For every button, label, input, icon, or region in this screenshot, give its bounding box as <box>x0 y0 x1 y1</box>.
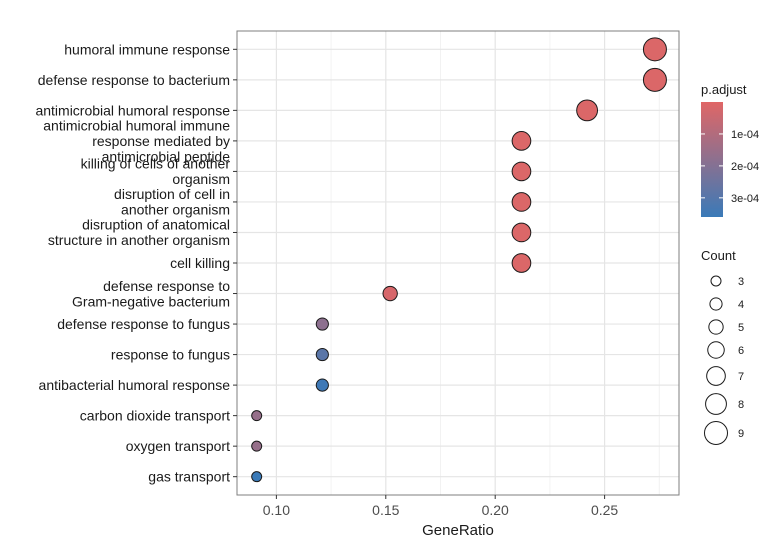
data-point <box>251 410 263 422</box>
y-tick-label: humoral immune response <box>64 41 230 57</box>
data-point <box>315 378 329 392</box>
size-legend-label: 3 <box>738 276 744 288</box>
y-tick-label: disruption of cell in another organism <box>114 186 230 218</box>
data-point <box>511 161 532 182</box>
size-legend-circle <box>707 341 725 359</box>
size-legend-circle <box>709 297 723 311</box>
data-point <box>315 347 329 362</box>
y-axis-ticks <box>233 48 237 478</box>
y-tick-label: gas transport <box>148 469 230 485</box>
size-legend: Count 3 4 5 6 7 8 9 <box>701 248 744 445</box>
data-point <box>251 471 263 483</box>
data-points <box>251 37 667 483</box>
size-legend-label: 9 <box>738 428 744 440</box>
y-tick-label: antibacterial humoral response <box>39 377 231 393</box>
x-axis-ticks: 0.10 0.15 0.20 0.25 <box>263 495 618 518</box>
color-legend-label: 2e-04 <box>731 161 759 173</box>
size-legend-label: 4 <box>738 299 744 311</box>
size-legend-circle <box>708 319 724 335</box>
size-legend-title: Count <box>701 248 736 263</box>
x-tick-label: 0.25 <box>591 502 618 518</box>
grid-lines <box>237 31 679 495</box>
size-legend-circle <box>710 275 722 287</box>
x-tick-label: 0.20 <box>482 502 509 518</box>
x-tick-label: 0.10 <box>263 502 290 518</box>
y-tick-label: antimicrobial humoral response <box>35 102 230 118</box>
data-point <box>576 99 599 122</box>
color-legend-bar <box>701 102 723 217</box>
data-point <box>642 37 667 62</box>
y-tick-label: defense response to fungus <box>57 316 230 332</box>
size-legend-circle <box>704 421 728 445</box>
y-tick-label: defense response to Gram-negative bacteri… <box>72 278 230 310</box>
y-tick-label: defense response to bacterium <box>38 72 230 88</box>
color-legend: p.adjust 1e-04 2e-04 3e-04 <box>701 82 759 217</box>
y-axis-labels: humoral immune response defense response … <box>35 41 230 484</box>
size-legend-circle <box>706 366 726 386</box>
y-tick-label: oxygen transport <box>126 438 230 454</box>
size-legend-label: 5 <box>738 322 744 334</box>
y-tick-label: disruption of anatomical structure in ano… <box>48 217 230 249</box>
y-tick-label: response to fungus <box>111 347 230 363</box>
y-tick-label: cell killing <box>170 255 230 271</box>
data-point <box>251 440 263 452</box>
color-legend-label: 1e-04 <box>731 129 759 141</box>
size-legend-label: 7 <box>738 371 744 383</box>
size-legend-label: 8 <box>738 399 744 411</box>
color-legend-title: p.adjust <box>701 82 747 97</box>
data-point <box>315 317 329 331</box>
y-tick-label: killing of cells of another organism <box>81 156 231 188</box>
color-legend-ticks: 1e-04 2e-04 3e-04 <box>701 129 759 205</box>
data-point <box>511 222 532 243</box>
size-legend-circle <box>705 393 727 415</box>
x-tick-label: 0.15 <box>372 502 399 518</box>
data-point <box>642 67 667 92</box>
size-legend-items: 3 4 5 6 7 8 9 <box>704 275 744 445</box>
data-point <box>511 192 532 212</box>
data-point <box>382 285 398 302</box>
size-legend-label: 6 <box>738 345 744 357</box>
x-axis-title: GeneRatio <box>422 522 494 539</box>
data-point <box>511 131 532 151</box>
y-tick-label: carbon dioxide transport <box>80 408 230 424</box>
data-point <box>511 253 532 273</box>
color-legend-label: 3e-04 <box>731 193 759 205</box>
y-tick-label: antimicrobial humoral immune response med… <box>43 117 230 164</box>
